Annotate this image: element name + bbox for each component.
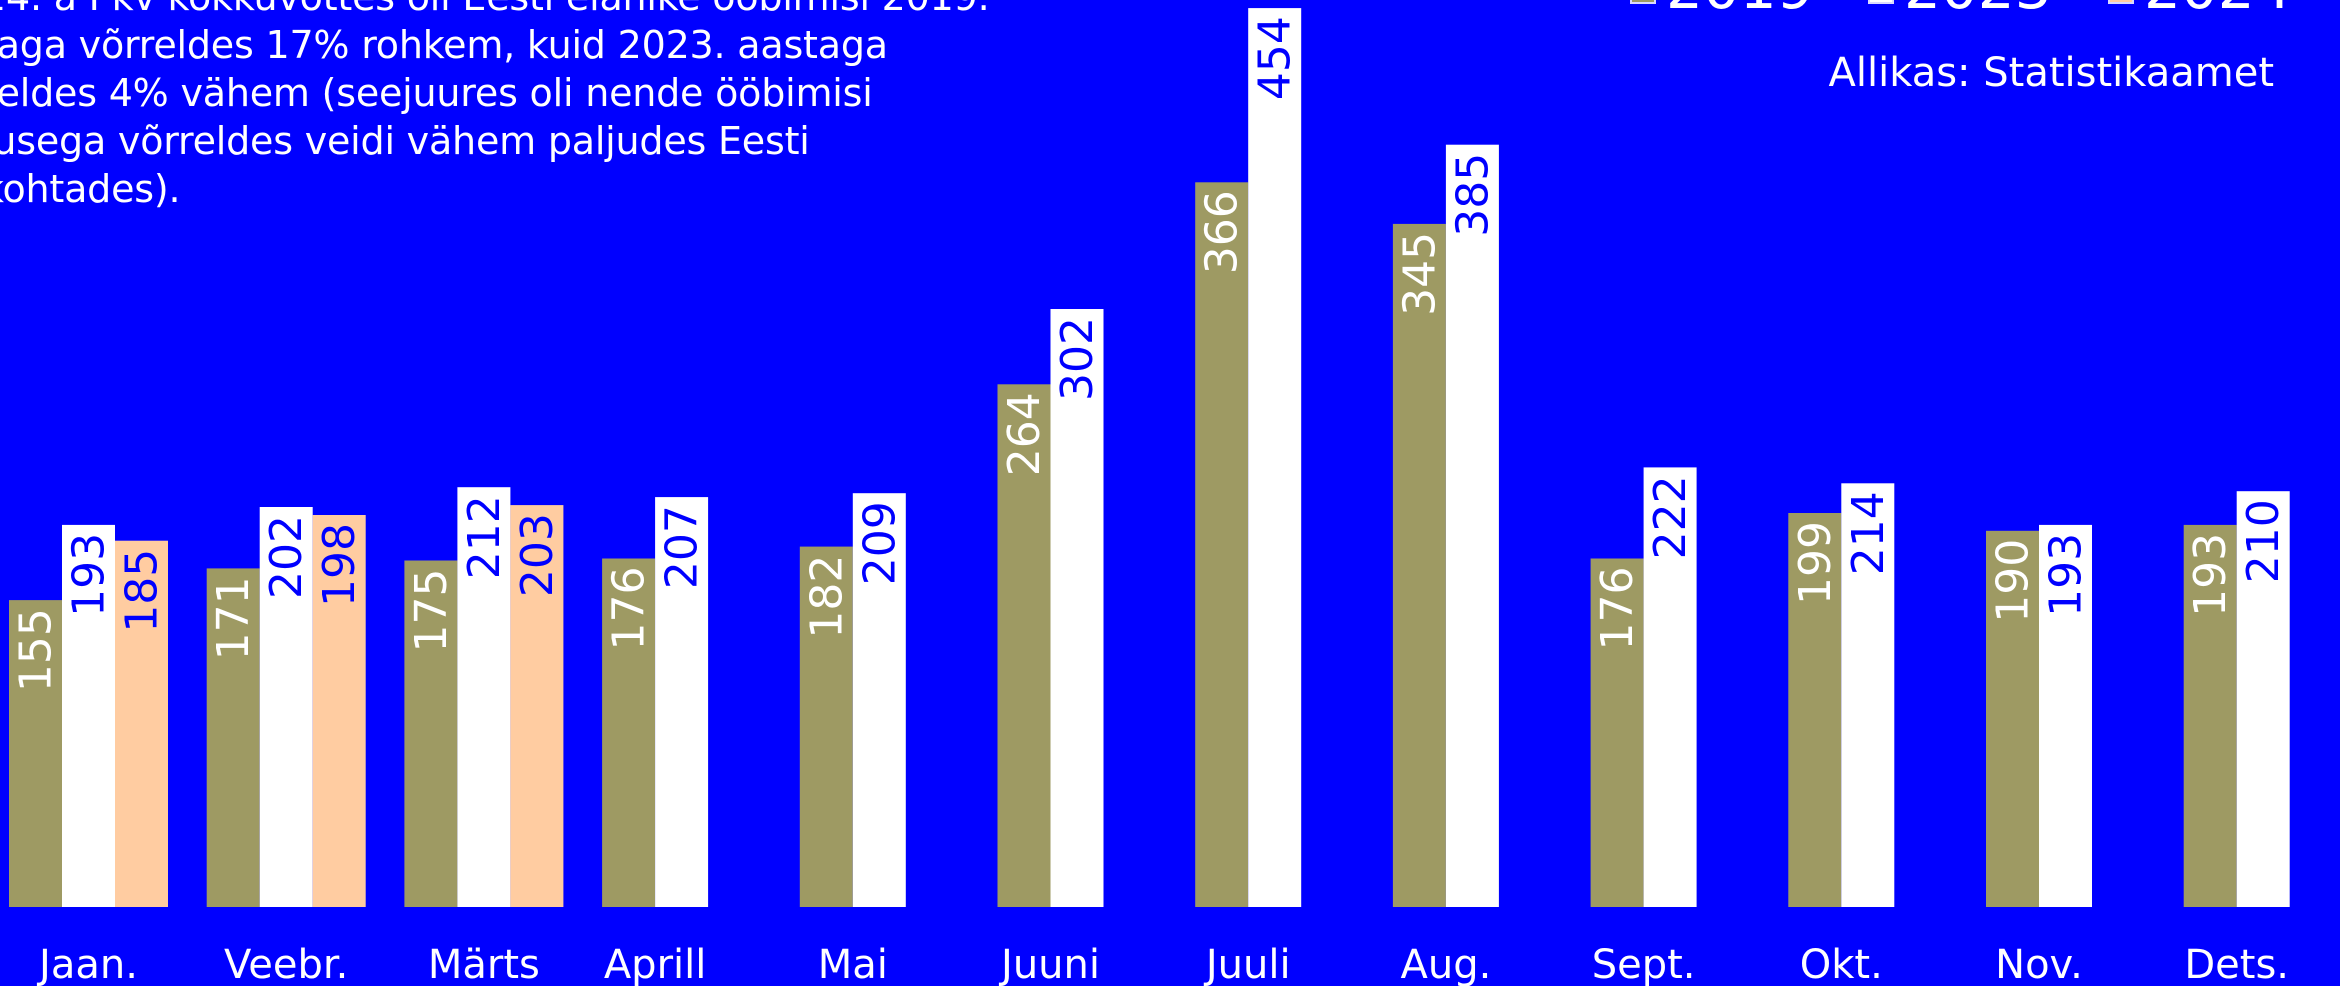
value-label-2019-7: 345 xyxy=(1394,232,1445,316)
bar-2023-5 xyxy=(1050,309,1104,907)
value-label-2019-8: 176 xyxy=(1592,567,1643,651)
value-label-2019-4: 182 xyxy=(801,555,852,639)
category-label-3: Aprill xyxy=(604,942,707,986)
bar-2019-0 xyxy=(9,600,62,907)
bar-2019-4 xyxy=(799,546,853,907)
value-label-2019-1: 171 xyxy=(208,576,259,660)
bar-2019-6 xyxy=(1195,182,1249,908)
bar-2019-11 xyxy=(2183,524,2237,907)
value-label-2024-1: 198 xyxy=(314,523,365,607)
intro-text: 24. a I kv kokkuvõttes oli Eesti elanike… xyxy=(0,0,992,213)
bar-2023-6 xyxy=(1248,8,1302,908)
bar-2019-9 xyxy=(1788,513,1842,907)
legend-swatch-2023 xyxy=(1868,0,1894,4)
bar-2023-10 xyxy=(2039,524,2092,907)
legend-swatch-2024 xyxy=(2108,0,2134,4)
legend-swatch-2019 xyxy=(1630,0,1656,4)
category-label-2: Märts xyxy=(428,942,540,986)
bar-2019-10 xyxy=(1986,530,2039,907)
value-label-2019-6: 366 xyxy=(1197,190,1248,274)
bar-2019-3 xyxy=(602,558,656,907)
bar-2024-1 xyxy=(312,515,366,907)
category-label-11: Dets. xyxy=(2184,942,2289,986)
value-label-2019-10: 190 xyxy=(1988,539,2039,623)
value-label-2024-0: 185 xyxy=(117,549,168,633)
value-label-2023-10: 193 xyxy=(2041,533,2092,617)
value-label-2019-0: 155 xyxy=(11,608,62,692)
bar-2023-4 xyxy=(852,493,906,907)
intro-line: 24. a I kv kokkuvõttes oli Eesti elanike… xyxy=(0,0,992,21)
value-label-2023-2: 212 xyxy=(459,495,510,579)
value-label-2024-2: 203 xyxy=(512,513,563,597)
bar-2023-7 xyxy=(1445,144,1499,907)
value-label-2023-6: 454 xyxy=(1250,16,1301,100)
intro-line: reldes 4% vähem (seejuures oli nende ööb… xyxy=(0,71,873,115)
bar-2023-2 xyxy=(457,487,511,907)
bar-2023-9 xyxy=(1841,483,1895,907)
intro-line: lusega võrreldes veidi vähem paljudes Ee… xyxy=(0,119,810,163)
category-label-10: Nov. xyxy=(1995,942,2083,986)
bar-2023-11 xyxy=(2236,491,2290,907)
intro-line: kohtades). xyxy=(0,167,181,211)
category-label-0: Jaan. xyxy=(36,942,138,986)
value-label-2023-5: 302 xyxy=(1052,317,1103,401)
bar-2019-8 xyxy=(1590,558,1644,907)
bar-2019-7 xyxy=(1392,223,1446,907)
bar-2023-0 xyxy=(62,524,115,907)
value-label-2023-0: 193 xyxy=(64,533,115,617)
category-label-1: Veebr. xyxy=(224,942,348,986)
value-label-2023-8: 222 xyxy=(1645,475,1696,559)
category-label-5: Juuni xyxy=(998,942,1100,986)
bar-2019-2 xyxy=(404,560,458,907)
value-label-2023-7: 385 xyxy=(1447,153,1498,237)
value-label-2019-3: 176 xyxy=(604,567,655,651)
category-label-9: Okt. xyxy=(1800,942,1883,986)
bar-2023-1 xyxy=(259,507,313,907)
intro-line: taga võrreldes 17% rohkem, kuid 2023. aa… xyxy=(0,23,888,67)
value-label-2023-3: 207 xyxy=(657,505,708,589)
category-label-4: Mai xyxy=(818,942,888,986)
source-note: Allikas: Statistikaamet xyxy=(1828,50,2274,96)
bar-2024-2 xyxy=(510,505,564,907)
value-label-2019-5: 264 xyxy=(999,392,1050,476)
bar-2023-3 xyxy=(655,497,709,907)
category-label-8: Sept. xyxy=(1592,942,1696,986)
value-label-2019-2: 175 xyxy=(406,569,457,653)
bar-2019-5 xyxy=(997,384,1051,907)
value-label-2019-9: 199 xyxy=(1790,521,1841,605)
category-label-6: Juuli xyxy=(1203,942,1291,986)
bar-2019-1 xyxy=(206,568,260,907)
category-label-7: Aug. xyxy=(1400,942,1491,986)
value-label-2023-9: 214 xyxy=(1843,491,1894,575)
value-label-2023-11: 210 xyxy=(2238,499,2289,583)
value-label-2023-4: 209 xyxy=(854,501,905,585)
value-label-2019-11: 193 xyxy=(2185,533,2236,617)
value-label-2023-1: 202 xyxy=(261,515,312,599)
bar-2023-8 xyxy=(1643,467,1697,907)
bar-2024-0 xyxy=(115,540,168,907)
